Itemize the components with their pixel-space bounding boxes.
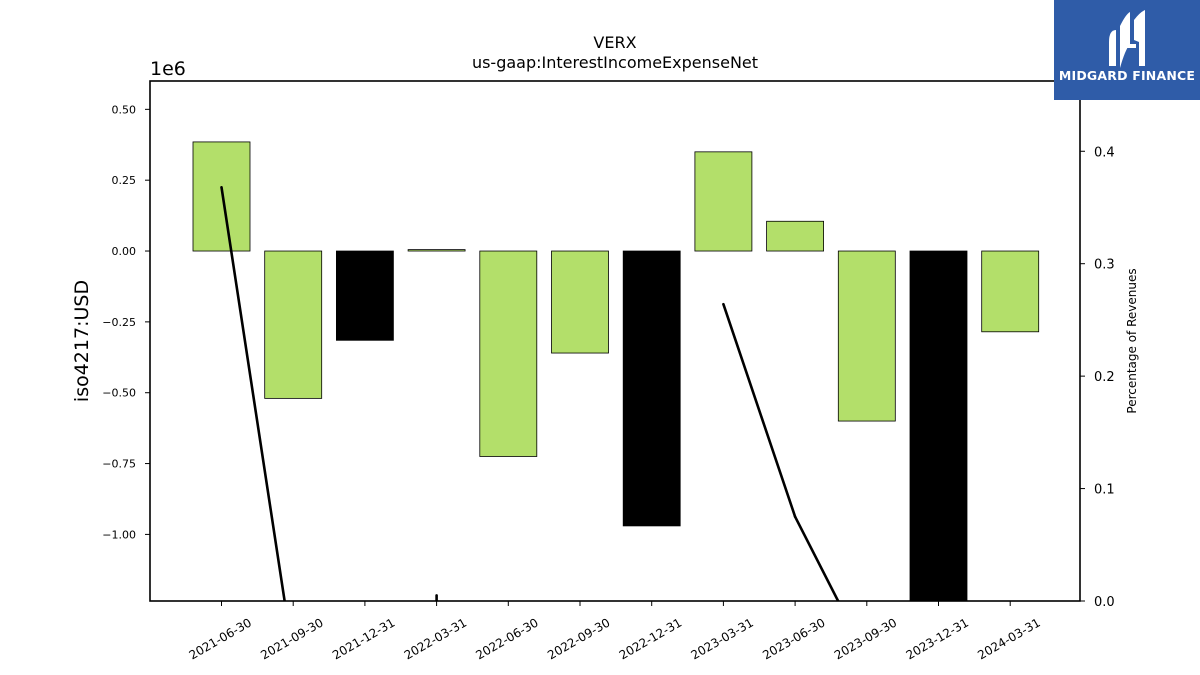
bar-2022-03-31: [407, 249, 466, 252]
bar-2022-12-31: [622, 250, 681, 527]
y-tick-label: −0.75: [102, 458, 136, 471]
x-tick-label: 2021-06-30: [187, 615, 254, 662]
y2-tick-label: 0.0: [1094, 595, 1115, 610]
bar-2021-06-30: [192, 141, 251, 252]
bar-2021-09-30: [264, 250, 323, 399]
x-tick-label: 2021-12-31: [330, 615, 397, 662]
line-segment-2021-06-30: [220, 185, 286, 601]
line-segment-2023-06-30: [793, 515, 840, 601]
bar-2022-06-30: [479, 250, 538, 457]
y-tick-label: −0.25: [102, 316, 136, 329]
y2-tick-label: 0.2: [1094, 370, 1115, 385]
bar-2024-03-31: [981, 250, 1040, 333]
y2-axis-label: Percentage of Revenues: [1125, 268, 1139, 413]
y-tick-label: 0.50: [112, 103, 137, 116]
y-tick-label: 0.00: [112, 245, 137, 258]
bar-2023-12-31: [909, 250, 968, 601]
x-tick-label: 2023-09-30: [832, 615, 899, 662]
line-group: [220, 185, 840, 601]
x-tick-label: 2022-03-31: [402, 615, 469, 662]
y-tick-label: 0.25: [112, 174, 137, 187]
midgard-logo-icon: [1109, 10, 1145, 68]
bars-group: [192, 141, 1040, 601]
x-tick-label: 2023-06-30: [760, 615, 827, 662]
y2-tick-label: 0.1: [1094, 483, 1115, 498]
x-tick-label: 2023-03-31: [688, 615, 755, 662]
y-tick-label: −0.50: [102, 387, 136, 400]
plot-frame: [149, 80, 1081, 602]
y-axis-label: iso4217:USD: [71, 280, 93, 402]
x-tick-label: 2022-06-30: [473, 615, 540, 662]
y2-tick-label: 0.4: [1094, 145, 1115, 160]
bar-2023-09-30: [837, 250, 896, 422]
y2-tick-label: 0.3: [1094, 258, 1115, 273]
x-tick-label: 2023-12-31: [904, 615, 971, 662]
x-tick-label: 2021-09-30: [258, 615, 325, 662]
x-tick-label: 2022-09-30: [545, 615, 612, 662]
chart-subtitle: us-gaap:InterestIncomeExpenseNet: [472, 53, 758, 72]
bar-2022-09-30: [551, 250, 609, 354]
bar-2021-12-31: [335, 250, 394, 341]
y-offset-label: 1e6: [150, 58, 186, 80]
line-segment-2023-03-31: [722, 302, 797, 518]
bar-2023-06-30: [766, 220, 824, 252]
bar-2023-03-31: [694, 151, 753, 252]
x-tick-label: 2022-12-31: [617, 615, 684, 662]
brand-name: MIDGARD FINANCE: [1058, 68, 1196, 83]
chart-title: VERX: [593, 33, 636, 52]
brand-logo: MIDGARD FINANCE: [1054, 0, 1200, 100]
y-tick-label: −1.00: [102, 528, 136, 541]
x-tick-label: 2024-03-31: [975, 615, 1042, 662]
